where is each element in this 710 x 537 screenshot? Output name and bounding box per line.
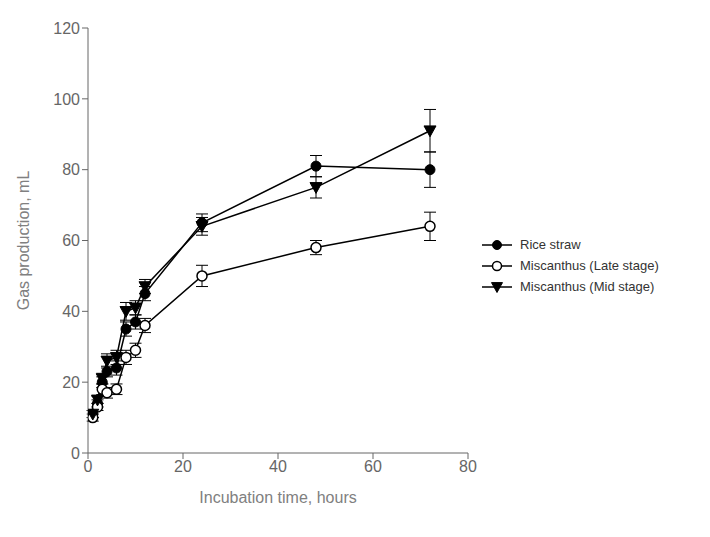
svg-text:20: 20 bbox=[62, 374, 80, 391]
svg-text:120: 120 bbox=[53, 20, 80, 37]
svg-text:80: 80 bbox=[459, 458, 477, 475]
html-text:Miscanthus (Late stage): Miscanthus (Late stage) bbox=[520, 258, 659, 273]
html-text:Rice straw: Rice straw bbox=[520, 237, 581, 252]
svg-text:Incubation time, hours: Incubation time, hours bbox=[199, 489, 356, 506]
svg-text:Gas production, mL: Gas production, mL bbox=[15, 171, 32, 311]
svg-text:40: 40 bbox=[62, 303, 80, 320]
svg-text:100: 100 bbox=[53, 91, 80, 108]
svg-text:60: 60 bbox=[62, 232, 80, 249]
svg-text:0: 0 bbox=[71, 445, 80, 462]
html-text:Miscanthus (Mid stage): Miscanthus (Mid stage) bbox=[520, 279, 655, 294]
svg-text:60: 60 bbox=[364, 458, 382, 475]
svg-text:0: 0 bbox=[84, 458, 93, 475]
svg-text:80: 80 bbox=[62, 161, 80, 178]
svg-text:40: 40 bbox=[269, 458, 287, 475]
svg-text:20: 20 bbox=[174, 458, 192, 475]
